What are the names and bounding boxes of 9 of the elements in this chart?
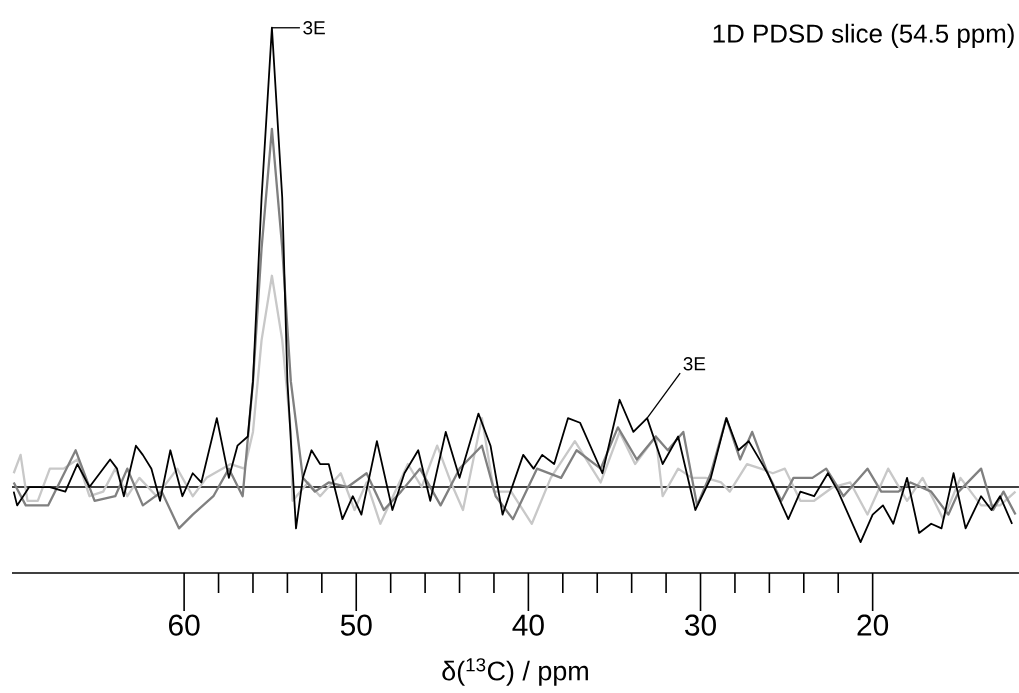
x-tick-label: 60 (169, 614, 200, 636)
annotation: 3E (683, 357, 706, 371)
x-tick-label: 50 (340, 614, 372, 636)
chart-title: 1D PDSD slice (54.5 ppm) (713, 23, 1014, 48)
annotation: 3E (303, 21, 325, 35)
x-tick-label: 30 (685, 614, 716, 636)
x-tick-label: 40 (512, 614, 544, 636)
x-axis-title: δ($^{13}$C) / ppm (442, 658, 588, 686)
x-tick-label: 20 (857, 614, 889, 636)
